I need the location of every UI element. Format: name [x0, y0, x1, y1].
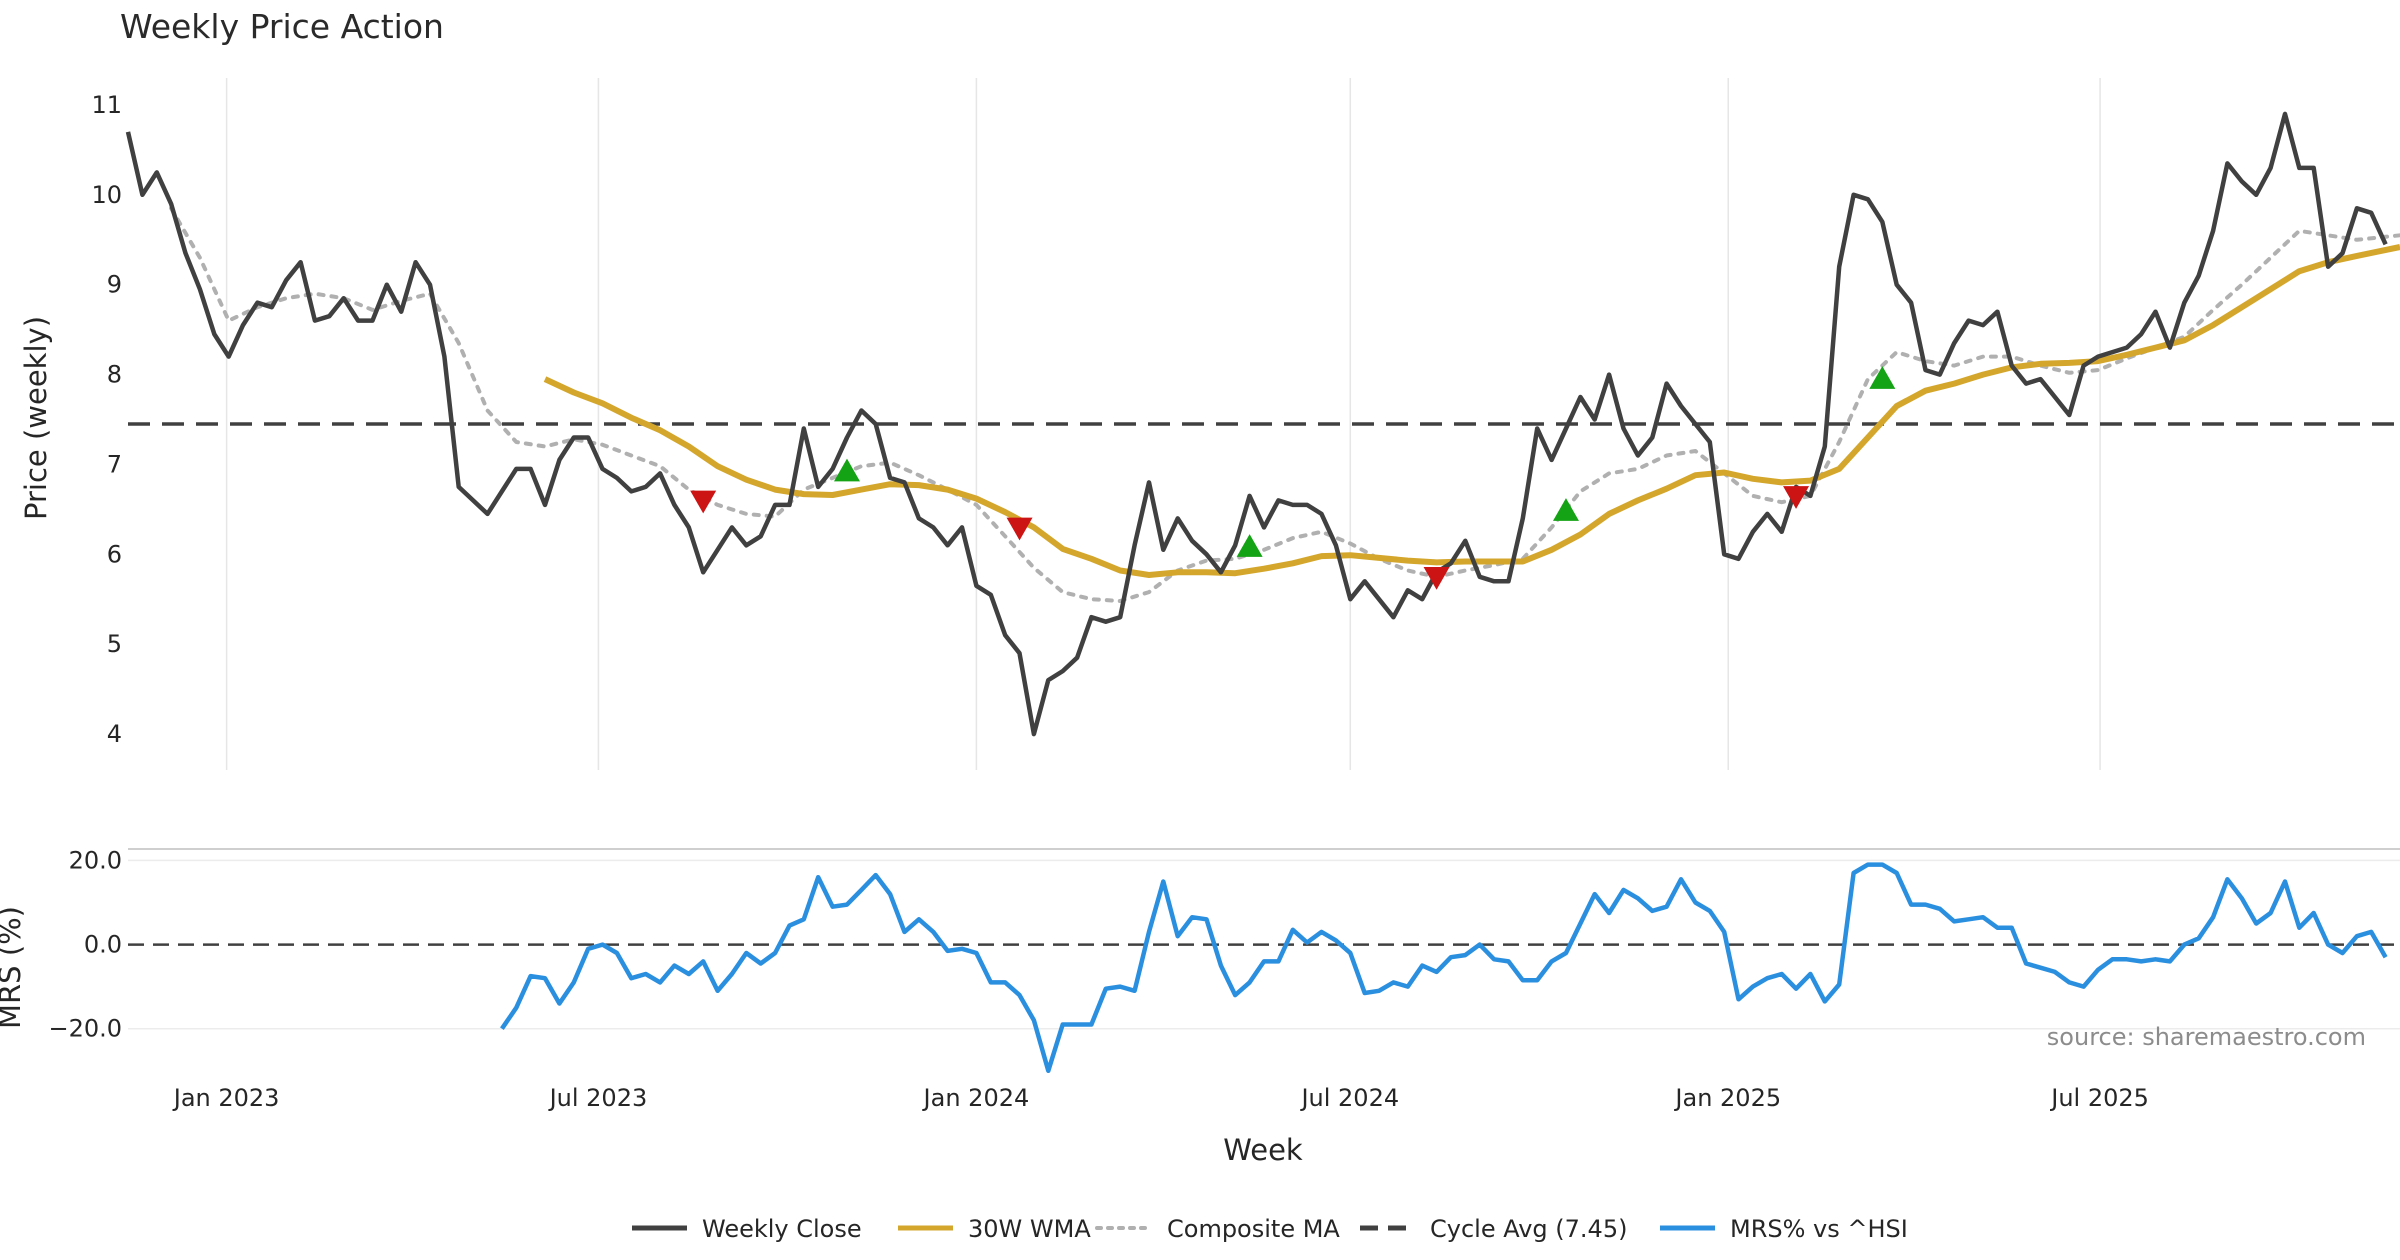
mrs-line — [500, 862, 2388, 1074]
mrs-y-axis-label: MRS (%) — [0, 906, 27, 1029]
sell-signal-marker — [1006, 517, 1033, 541]
legend: Weekly Close 30W WMA Composite MA Cycle Avg… — [632, 1215, 1908, 1243]
x-tick-label: Jan 2025 — [1673, 1084, 1781, 1112]
legend-label: 30W WMA — [968, 1215, 1091, 1243]
price-y-tick-label: 10 — [91, 181, 122, 209]
chart-title: Weekly Price Action — [120, 7, 444, 46]
mrs-panel: 20.0 0.0 −20.0 MRS (%) source: sharemaestr… — [0, 846, 2400, 1074]
x-tick-label: Jul 2024 — [1299, 1084, 1399, 1112]
x-axis-ticks: Jan 2023 Jul 2023 Jan 2024 Jul 2024 Jan 2025… — [172, 1084, 2149, 1112]
mrs-grid — [128, 859, 2400, 1030]
sell-signal-marker — [690, 490, 717, 514]
sell-signal-marker — [1423, 567, 1450, 590]
legend-label: MRS% vs ^HSI — [1730, 1215, 1908, 1243]
x-tick-label: Jul 2025 — [2049, 1084, 2149, 1112]
buy-signal-marker — [1552, 498, 1579, 521]
mrs-y-tick-label: 0.0 — [84, 931, 122, 959]
price-y-tick-label: 7 — [107, 450, 122, 478]
mrs-y-tick-label: 20.0 — [69, 846, 122, 874]
price-y-tick-label: 4 — [107, 720, 122, 748]
x-tick-label: Jul 2023 — [548, 1084, 648, 1112]
signal-markers — [690, 366, 1896, 590]
mrs-y-ticks: 20.0 0.0 −20.0 — [48, 846, 122, 1042]
price-y-tick-label: 11 — [91, 91, 122, 119]
buy-signal-marker — [833, 458, 860, 482]
price-y-tick-label: 9 — [107, 271, 122, 299]
composite-ma-line — [169, 206, 2400, 603]
mrs-y-tick-label: −20.0 — [48, 1015, 122, 1043]
legend-label: Cycle Avg (7.45) — [1430, 1215, 1627, 1243]
source-note: source: sharemaestro.com — [2047, 1023, 2366, 1051]
x-tick-label: Jan 2024 — [922, 1084, 1030, 1112]
wma-30w-line — [543, 244, 2400, 578]
price-y-tick-label: 6 — [107, 540, 122, 568]
price-panel: 4 5 6 7 8 9 10 11 Price (weekly) — [19, 78, 2400, 770]
legend-label: Composite MA — [1167, 1215, 1340, 1243]
buy-signal-marker — [1869, 366, 1896, 389]
x-tick-label: Jan 2023 — [172, 1084, 280, 1112]
x-axis-label: Week — [1223, 1133, 1303, 1167]
weekly-close-line — [125, 111, 2388, 737]
sell-signal-marker — [1783, 486, 1810, 509]
price-y-tick-label: 5 — [107, 630, 122, 658]
price-y-axis-label: Price (weekly) — [19, 316, 53, 520]
buy-signal-marker — [1236, 534, 1263, 557]
price-y-ticks: 4 5 6 7 8 9 10 11 — [91, 91, 122, 748]
price-y-tick-label: 8 — [107, 361, 122, 389]
legend-label: Weekly Close — [702, 1215, 862, 1243]
